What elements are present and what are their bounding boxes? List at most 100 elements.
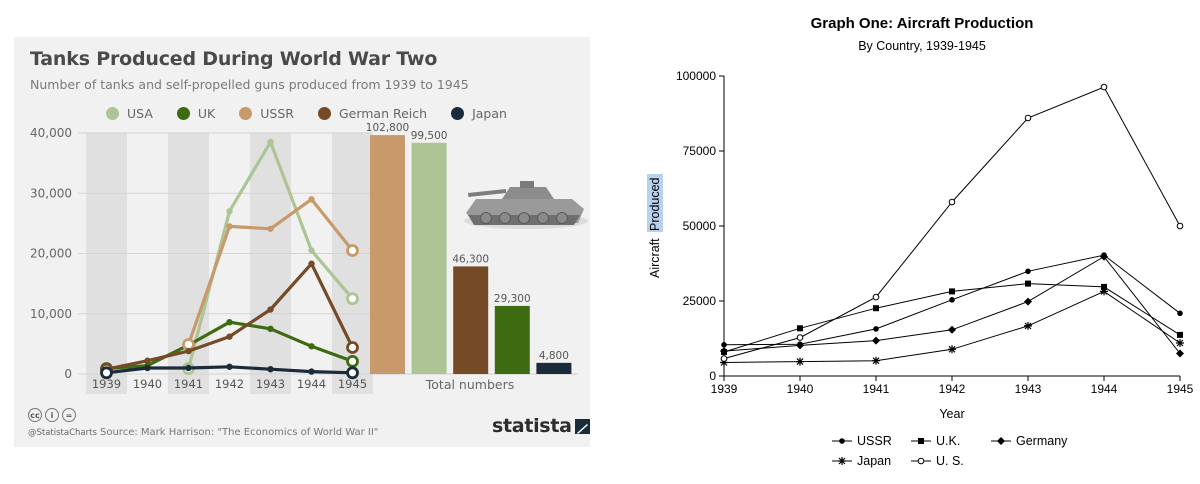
attribution-icon: i	[45, 408, 59, 422]
aircraft-chart-svg: Graph One: Aircraft Production By Country…	[647, 15, 1194, 468]
statista-logo-mark	[574, 418, 590, 434]
tanks-chart-panel: 0 10,000 20,000 30,000 40,000 1939 1940 1941 194…	[14, 37, 590, 447]
bar-value-label: 99,500	[411, 130, 448, 142]
data-point-u-k	[1177, 331, 1183, 338]
year-band	[250, 133, 291, 394]
data-point-germany	[1100, 252, 1108, 261]
statista-logo-text: statista	[492, 415, 572, 437]
legend-label: U.K.	[936, 434, 960, 448]
y-label-part-b: Produced	[648, 177, 662, 231]
legend-label: German Reich	[338, 105, 428, 121]
legend-label: U. S.	[936, 454, 964, 468]
legend-label: Japan	[857, 454, 891, 468]
series-line-germany	[723, 255, 1181, 354]
data-point-german-reich	[308, 260, 315, 267]
data-point-ussr	[1025, 268, 1031, 275]
y-tick-label: 50000	[683, 219, 717, 233]
data-point-germany	[720, 347, 728, 356]
tanks-chart-svg: 0 10,000 20,000 30,000 40,000 1939 1940 1941 194…	[30, 122, 588, 394]
legend-label: Germany	[1016, 434, 1068, 448]
data-point-japan	[948, 345, 956, 354]
tank-wheel	[556, 212, 568, 224]
total-bar-usa	[411, 142, 447, 374]
tank-turret	[502, 187, 554, 199]
y-tick-label: 40,000	[30, 126, 72, 140]
x-tick-label: 1942	[939, 382, 966, 396]
data-point-usa	[308, 247, 315, 254]
tank-barrel	[467, 189, 507, 197]
data-point-japan	[1176, 339, 1184, 347]
bar-value-label: 4,800	[539, 350, 569, 362]
data-point-german-reich	[346, 341, 359, 354]
y-tick-label: 100000	[676, 69, 716, 83]
data-point-ussr	[226, 223, 233, 230]
data-point-u-s	[1100, 83, 1108, 91]
legend-swatch	[106, 106, 119, 120]
x-tick-label: 1939	[92, 377, 121, 391]
cc-icon: cc	[28, 408, 42, 422]
legend-item-japan: Japan	[832, 454, 891, 468]
data-point-ussr	[949, 297, 955, 303]
data-point-usa	[267, 138, 274, 146]
data-point-uk	[308, 343, 315, 350]
data-point-japan	[1024, 321, 1032, 330]
x-tick-label: 1944	[1091, 382, 1118, 396]
legend-label: USSR	[260, 105, 294, 121]
data-point-u-s	[872, 293, 880, 301]
data-point-japan	[185, 364, 192, 372]
no-derivatives-icon: =	[62, 408, 76, 422]
data-point-japan	[308, 368, 315, 375]
data-point-japan	[267, 365, 274, 373]
bar-value-label: 46,300	[452, 253, 489, 265]
legend-label: UK	[197, 105, 216, 121]
y-tick-label: 10,000	[30, 307, 72, 321]
aircraft-chart-title: Graph One: Aircraft Production	[811, 15, 1034, 32]
data-point-u-s	[1024, 114, 1032, 122]
legend-marker	[997, 437, 1005, 445]
x-tick-label: 1939	[711, 382, 738, 396]
legend-swatch	[451, 106, 465, 120]
legend-item-ussr: USSR	[239, 106, 294, 121]
data-point-u-s	[948, 198, 956, 206]
legend-marker	[918, 438, 924, 444]
data-point-u-s	[720, 355, 728, 362]
total-bar-japan	[536, 362, 572, 374]
tanks-chart-subtitle: Number of tanks and self-propelled guns …	[30, 77, 469, 92]
legend-item-germany: Germany	[991, 434, 1068, 448]
x-tick-label: 1941	[863, 382, 890, 396]
data-point-ussr	[873, 326, 879, 332]
tank-wheel	[537, 212, 549, 224]
x-tick-label: 1941	[174, 377, 203, 391]
data-point-usa	[346, 292, 359, 306]
total-bar-uk	[494, 305, 530, 374]
legend-label: USA	[127, 105, 153, 121]
license-icons: cc i =	[28, 408, 76, 422]
y-tick-label: 25000	[683, 294, 717, 308]
data-point-u-k	[949, 288, 955, 295]
legend-label: USSR	[857, 434, 892, 448]
series-line-german-reich	[106, 262, 354, 371]
y-tick-label: 30,000	[30, 186, 72, 200]
legend-item-u-k: U.K.	[911, 434, 960, 448]
data-point-uk	[226, 318, 233, 326]
data-point-japan	[872, 356, 880, 365]
tank-wheel	[518, 212, 530, 224]
data-point-german-reich	[144, 357, 151, 364]
data-point-japan	[100, 366, 113, 380]
y-axis-label: Aircraft Produced	[647, 174, 663, 278]
data-point-germany	[948, 325, 956, 334]
aircraft-chart-subtitle: By Country, 1939-1945	[858, 39, 986, 53]
data-point-german-reich	[267, 306, 274, 313]
tank-wheel	[480, 212, 492, 224]
bar-axis-label: Total numbers	[425, 377, 514, 392]
x-tick-label: 1943	[256, 377, 285, 391]
bar-value-label: 102,800	[366, 122, 409, 134]
y-tick-label: 75000	[683, 144, 717, 158]
x-tick-label: 1940	[133, 377, 162, 391]
bar-value-label: 29,300	[494, 293, 531, 305]
legend-swatch	[317, 106, 331, 120]
legend-marker	[838, 457, 846, 465]
x-tick-label: 1943	[1015, 382, 1042, 396]
legend-swatch	[239, 106, 253, 120]
y-label-highlight	[647, 174, 663, 232]
